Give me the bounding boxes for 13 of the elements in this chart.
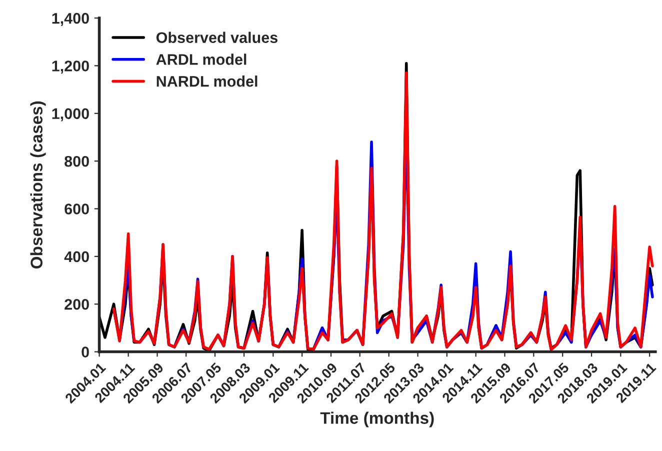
y-tick-label: 1,400 [52,12,89,26]
y-tick-label: 200 [64,298,89,310]
y-tick-label: 1,000 [52,108,89,122]
x-axis-title: Time (months) [320,412,434,428]
y-tick-label: 600 [64,204,89,214]
y-axis-title: Observations (cases) [30,101,46,269]
y-tick-label: 800 [64,156,89,167]
y-tick-label: 0 [82,346,89,358]
legend-label: Observed values [156,32,278,44]
legend-label: NARDL model [156,76,258,87]
legend-label: ARDL model [156,54,246,65]
y-tick-label: 1,200 [52,60,89,74]
y-tick-label: 400 [64,251,89,262]
